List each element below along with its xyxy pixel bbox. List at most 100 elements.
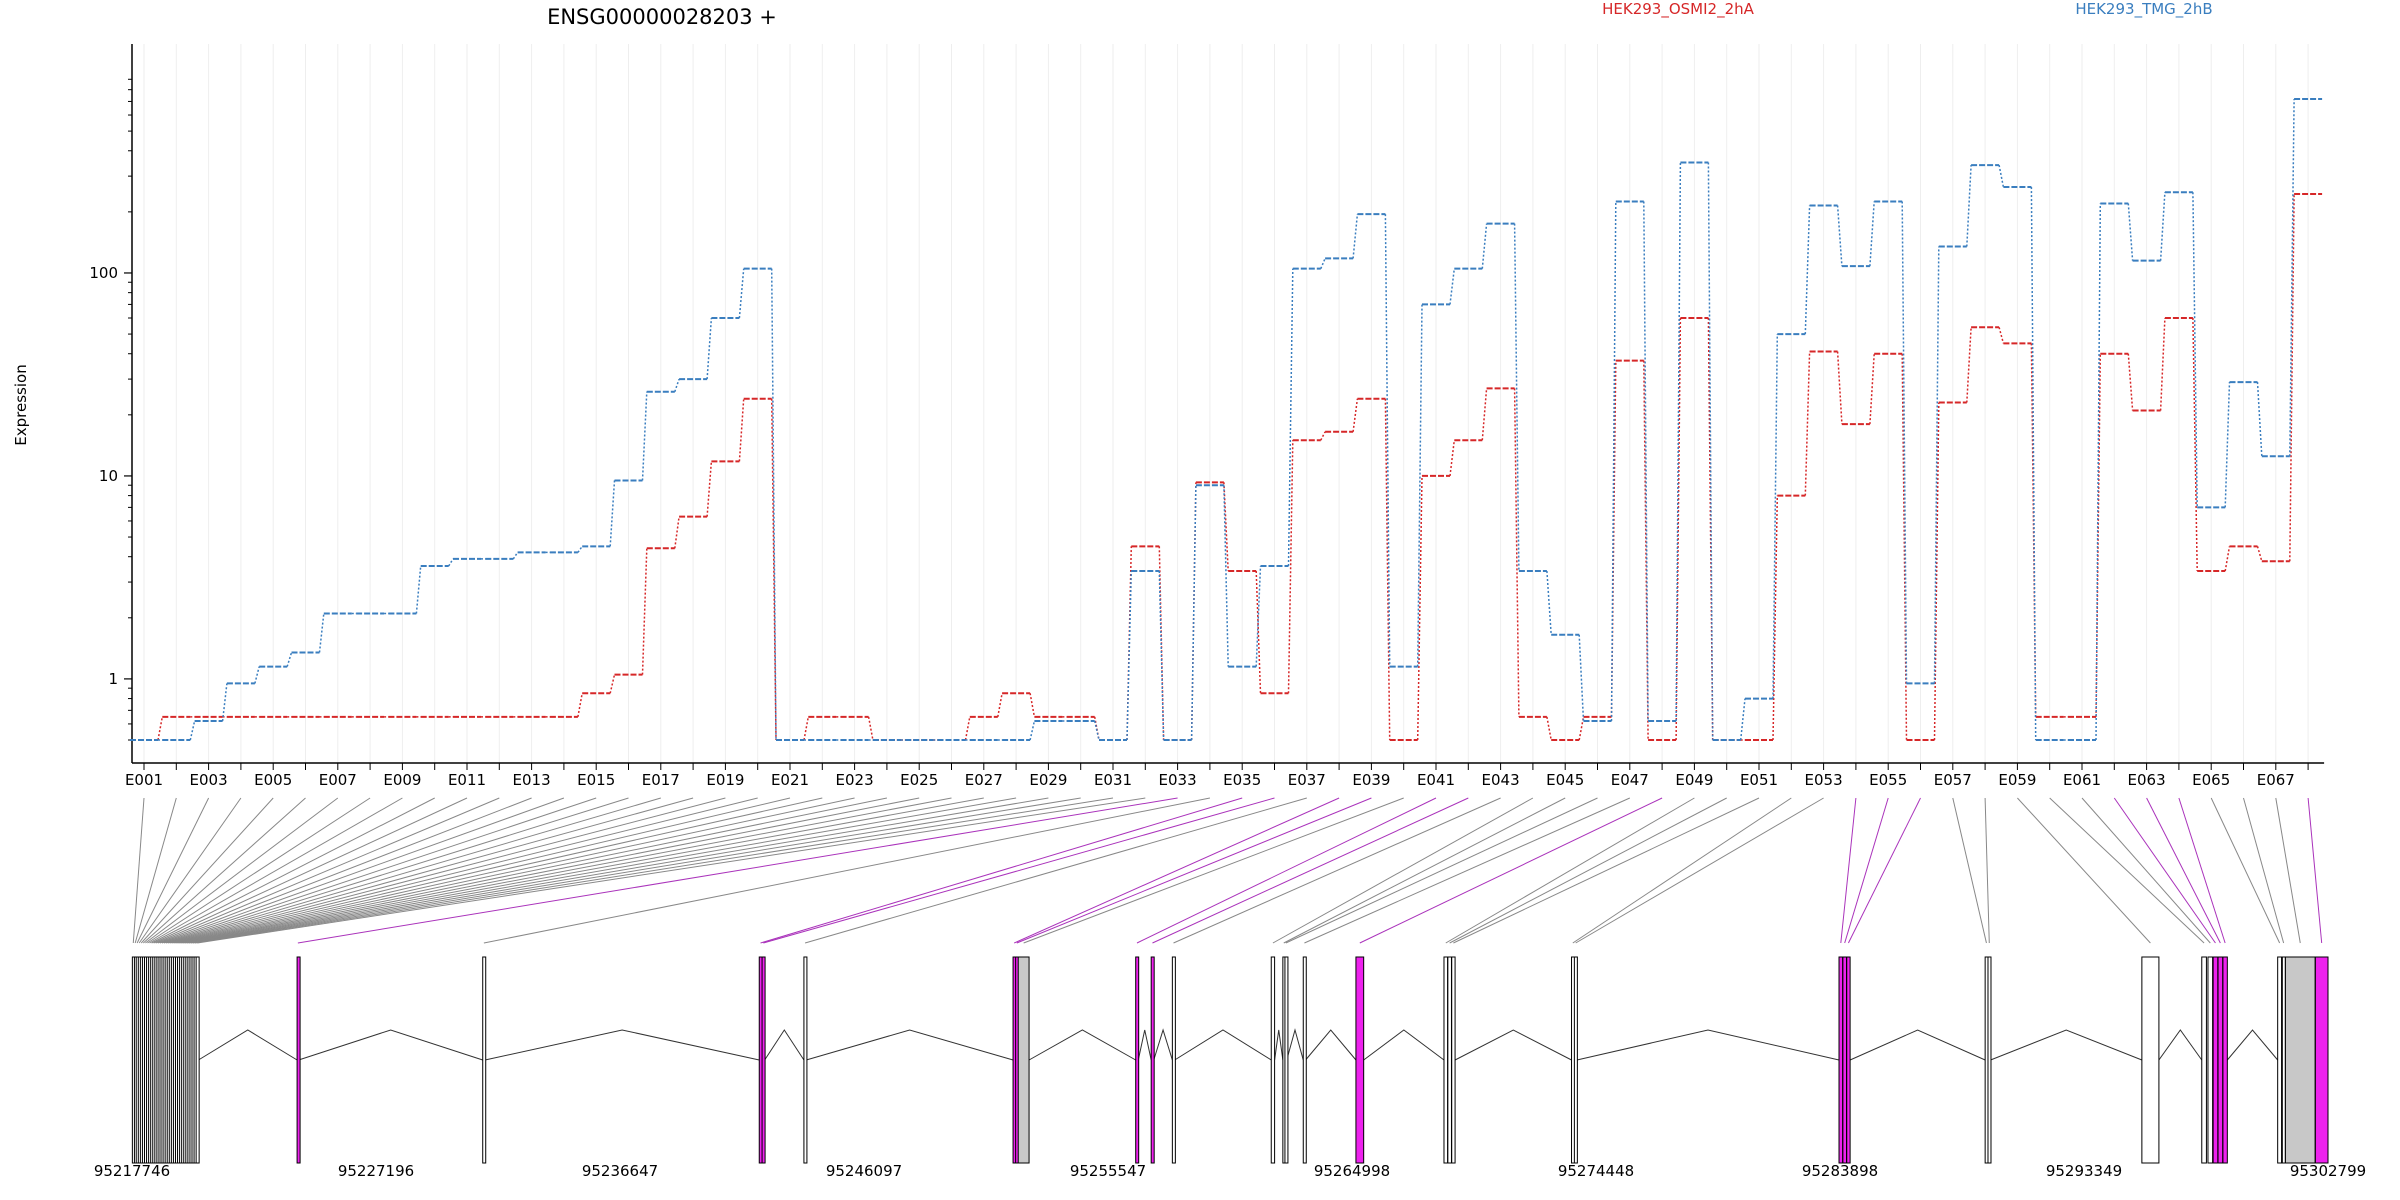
exon-box bbox=[1447, 956, 1452, 1164]
exon-box bbox=[1302, 956, 1307, 1164]
genomic-tick-label: 95302799 bbox=[2290, 1162, 2366, 1180]
exon-connector bbox=[1304, 797, 1631, 944]
intron-line bbox=[1305, 1029, 1357, 1061]
exon-connector bbox=[182, 797, 920, 944]
series-link bbox=[1287, 268, 1294, 567]
x-tick-label: E033 bbox=[1159, 771, 1197, 789]
x-tick-label: E031 bbox=[1094, 771, 1132, 789]
intron-line bbox=[806, 1029, 1014, 1061]
series-link bbox=[1675, 162, 1682, 722]
exon-box bbox=[2141, 956, 2160, 1164]
exon-connector bbox=[1572, 797, 1792, 944]
series-link bbox=[1610, 201, 1617, 722]
exon-connector bbox=[763, 797, 1275, 944]
exon-box bbox=[1846, 956, 1851, 1164]
exon-connector bbox=[170, 797, 726, 944]
exon-box bbox=[2201, 956, 2207, 1164]
x-tick-label: E021 bbox=[771, 771, 809, 789]
exon-connector bbox=[184, 797, 952, 944]
series-link bbox=[1449, 268, 1456, 305]
series-link bbox=[803, 716, 810, 741]
series-link bbox=[318, 613, 325, 653]
series-link bbox=[2159, 317, 2166, 411]
exon-connector bbox=[2017, 797, 2151, 944]
series-link bbox=[1546, 570, 1552, 635]
series-link bbox=[1158, 571, 1165, 741]
intron-line bbox=[298, 1029, 483, 1061]
exon-connector bbox=[1152, 797, 1469, 944]
series-link bbox=[1610, 360, 1617, 717]
exon-box bbox=[2284, 956, 2316, 1164]
series-link bbox=[1578, 634, 1585, 722]
series-link bbox=[770, 268, 777, 741]
intron-line bbox=[1137, 1029, 1152, 1061]
series-link bbox=[2289, 98, 2295, 457]
series-link bbox=[1481, 223, 1488, 269]
series-link bbox=[1255, 571, 1262, 694]
exon-connector bbox=[180, 797, 888, 944]
exon-connector bbox=[159, 797, 565, 944]
series-link bbox=[2095, 203, 2102, 741]
x-tick-label: E011 bbox=[448, 771, 486, 789]
series-link bbox=[2030, 187, 2037, 741]
series-link bbox=[609, 480, 616, 547]
exon-connector bbox=[297, 797, 1178, 944]
x-tick-label: E009 bbox=[383, 771, 421, 789]
exon-connector bbox=[1840, 797, 1857, 944]
series-link bbox=[1707, 317, 1714, 741]
genomic-tick-label: 95293349 bbox=[2046, 1162, 2122, 1180]
series-link bbox=[1416, 304, 1423, 667]
series-link bbox=[1449, 440, 1456, 477]
series-link bbox=[1255, 565, 1262, 667]
exon-connector bbox=[1285, 797, 1598, 944]
series-link bbox=[448, 558, 454, 567]
series-link bbox=[1384, 214, 1391, 667]
x-tick-label: E027 bbox=[965, 771, 1003, 789]
y-tick-label: 100 bbox=[89, 264, 118, 282]
legend-entry-osmi2: HEK293_OSMI2_2hA bbox=[1602, 0, 1755, 19]
x-tick-label: E005 bbox=[254, 771, 292, 789]
exon-connector bbox=[134, 797, 177, 944]
exon-box bbox=[2277, 956, 2283, 1164]
series-link bbox=[1190, 485, 1197, 741]
intron-line bbox=[2158, 1029, 2203, 1061]
exon-connector bbox=[143, 797, 306, 944]
exon-connector bbox=[178, 797, 855, 944]
genomic-tick-label: 95255547 bbox=[1070, 1162, 1146, 1180]
exon-box bbox=[2207, 956, 2214, 1164]
exon-connector bbox=[163, 797, 629, 944]
exon-box bbox=[1017, 956, 1030, 1164]
series-link bbox=[415, 565, 422, 614]
intron-line bbox=[764, 1029, 805, 1061]
exon-connector bbox=[2307, 797, 2323, 944]
intron-line bbox=[1576, 1029, 1840, 1061]
exon-connector bbox=[1445, 797, 1695, 944]
exon-box bbox=[1987, 956, 1992, 1164]
y-axis-ticks: 1 10 100 bbox=[89, 78, 132, 741]
exon-connector bbox=[136, 797, 210, 944]
exon-connector bbox=[186, 797, 984, 944]
exon-connector bbox=[1283, 797, 1566, 944]
series-link bbox=[1836, 205, 1843, 267]
series-link bbox=[1029, 720, 1036, 741]
series-link bbox=[1933, 246, 1940, 684]
x-tick-label: E017 bbox=[642, 771, 680, 789]
exon-connector bbox=[140, 797, 274, 944]
series-link bbox=[1869, 353, 1875, 425]
exon-connector bbox=[1272, 797, 1534, 944]
series-link bbox=[512, 551, 519, 560]
intron-line bbox=[1286, 1028, 1304, 1061]
exon-box bbox=[296, 956, 301, 1164]
x-tick-label: E051 bbox=[1740, 771, 1778, 789]
exon-connector bbox=[1952, 797, 1987, 944]
x-tick-label: E047 bbox=[1611, 771, 1649, 789]
intron-line bbox=[1454, 1029, 1572, 1061]
exon-connector bbox=[167, 797, 694, 944]
exon-connector bbox=[1844, 797, 1889, 944]
intron-line bbox=[1174, 1029, 1272, 1061]
exon-connector bbox=[1173, 797, 1501, 944]
series-lines bbox=[130, 97, 2323, 741]
series-link bbox=[964, 716, 971, 741]
genomic-tick-label: 95246097 bbox=[826, 1162, 902, 1180]
exon-connector bbox=[2275, 797, 2301, 944]
